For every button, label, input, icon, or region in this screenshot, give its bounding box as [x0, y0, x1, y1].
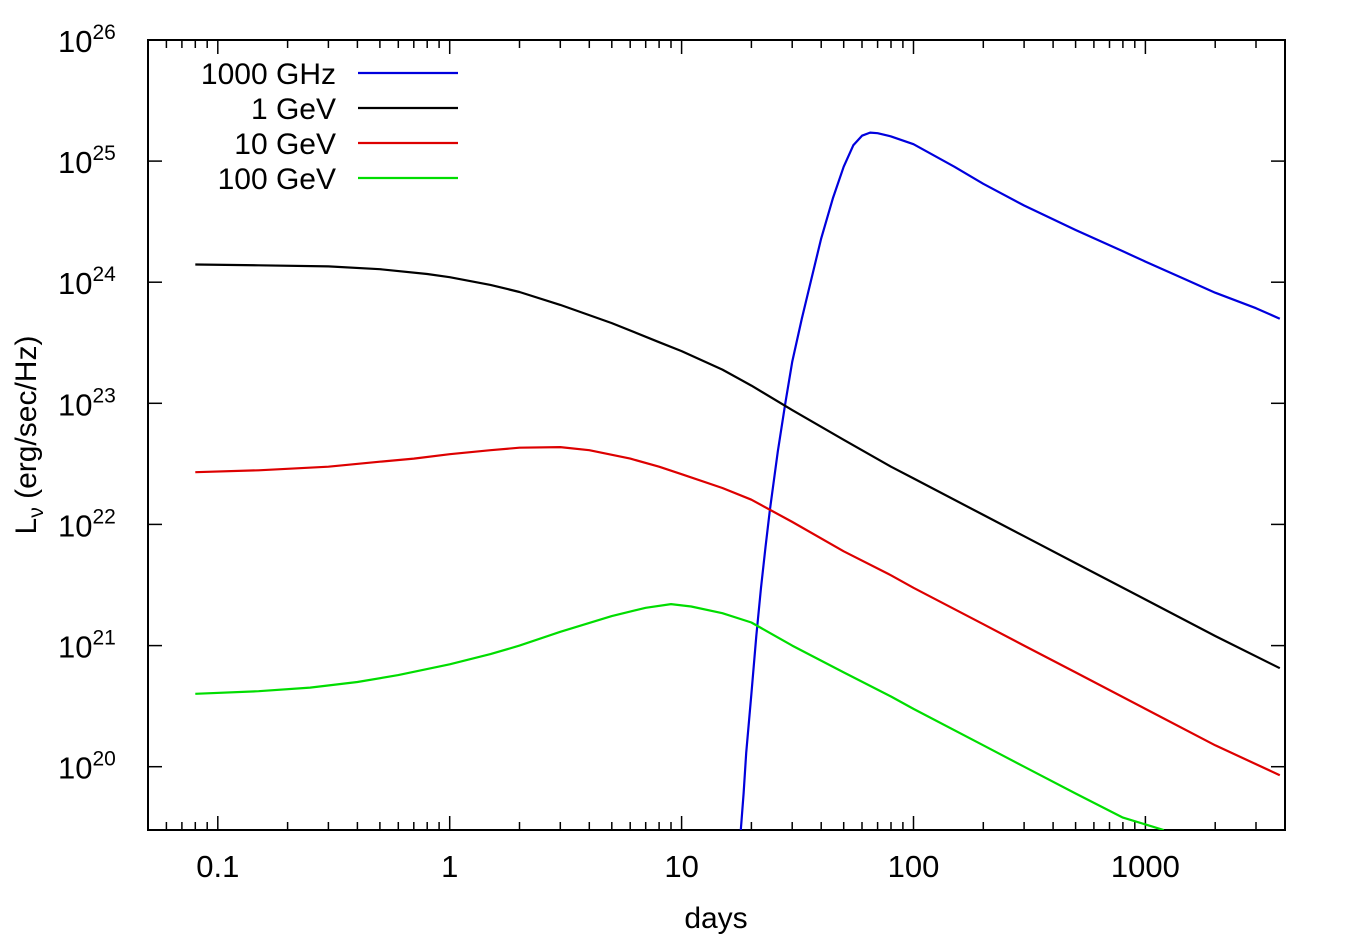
y-tick-exponent: 24 — [92, 263, 116, 286]
series-group — [195, 131, 1281, 830]
y-axis-label-units: (erg/sec/Hz) — [10, 336, 43, 508]
y-tick-base: 10 — [58, 266, 92, 301]
y-tick-label: 1021 — [58, 627, 116, 665]
series-line-2 — [195, 446, 1281, 777]
y-tick-label: 1024 — [58, 263, 116, 301]
y-tick-exponent: 21 — [92, 627, 115, 650]
x-tick-label: 1000 — [1111, 849, 1180, 884]
series-line-3 — [195, 603, 1165, 830]
y-tick-label: 1020 — [58, 748, 116, 786]
y-tick-base: 10 — [58, 508, 92, 543]
x-tick-label: 0.1 — [196, 849, 239, 884]
x-tick-label: 1 — [441, 849, 458, 884]
series-line-1 — [195, 263, 1281, 670]
legend-label-3: 100 GeV — [218, 163, 336, 196]
legend-label-2: 10 GeV — [234, 128, 336, 161]
y-tick-exponent: 25 — [92, 142, 115, 165]
y-tick-label: 1025 — [58, 142, 116, 180]
plot-area — [147, 39, 1286, 831]
y-tick-base: 10 — [58, 24, 92, 59]
series-line-0 — [739, 131, 1281, 830]
y-tick-label: 1026 — [58, 21, 116, 59]
x-tick-label: 10 — [664, 849, 698, 884]
y-tick-base: 10 — [58, 630, 92, 665]
y-tick-exponent: 20 — [92, 748, 115, 771]
x-major-ticks: 0.1 1 10 100 1000 — [196, 40, 1180, 884]
x-axis-label: days — [684, 902, 747, 935]
y-tick-base: 10 — [58, 751, 92, 786]
y-tick-exponent: 26 — [92, 21, 115, 44]
legend-label-1: 1 GeV — [251, 93, 336, 126]
x-minor-ticks — [165, 40, 1257, 830]
y-tick-label: 1022 — [58, 505, 116, 543]
y-axis-label-subscript: ν — [25, 507, 48, 518]
x-tick-label: 100 — [888, 849, 940, 884]
legend-label-0: 1000 GHz — [201, 58, 336, 91]
y-tick-base: 10 — [58, 145, 92, 180]
y-tick-label: 1023 — [58, 384, 116, 422]
y-tick-base: 10 — [58, 387, 92, 422]
y-tick-exponent: 22 — [92, 505, 115, 528]
y-axis-label-main: L — [10, 518, 43, 535]
y-tick-exponent: 23 — [92, 384, 115, 407]
y-axis-label: Lν (erg/sec/Hz) — [10, 336, 48, 535]
